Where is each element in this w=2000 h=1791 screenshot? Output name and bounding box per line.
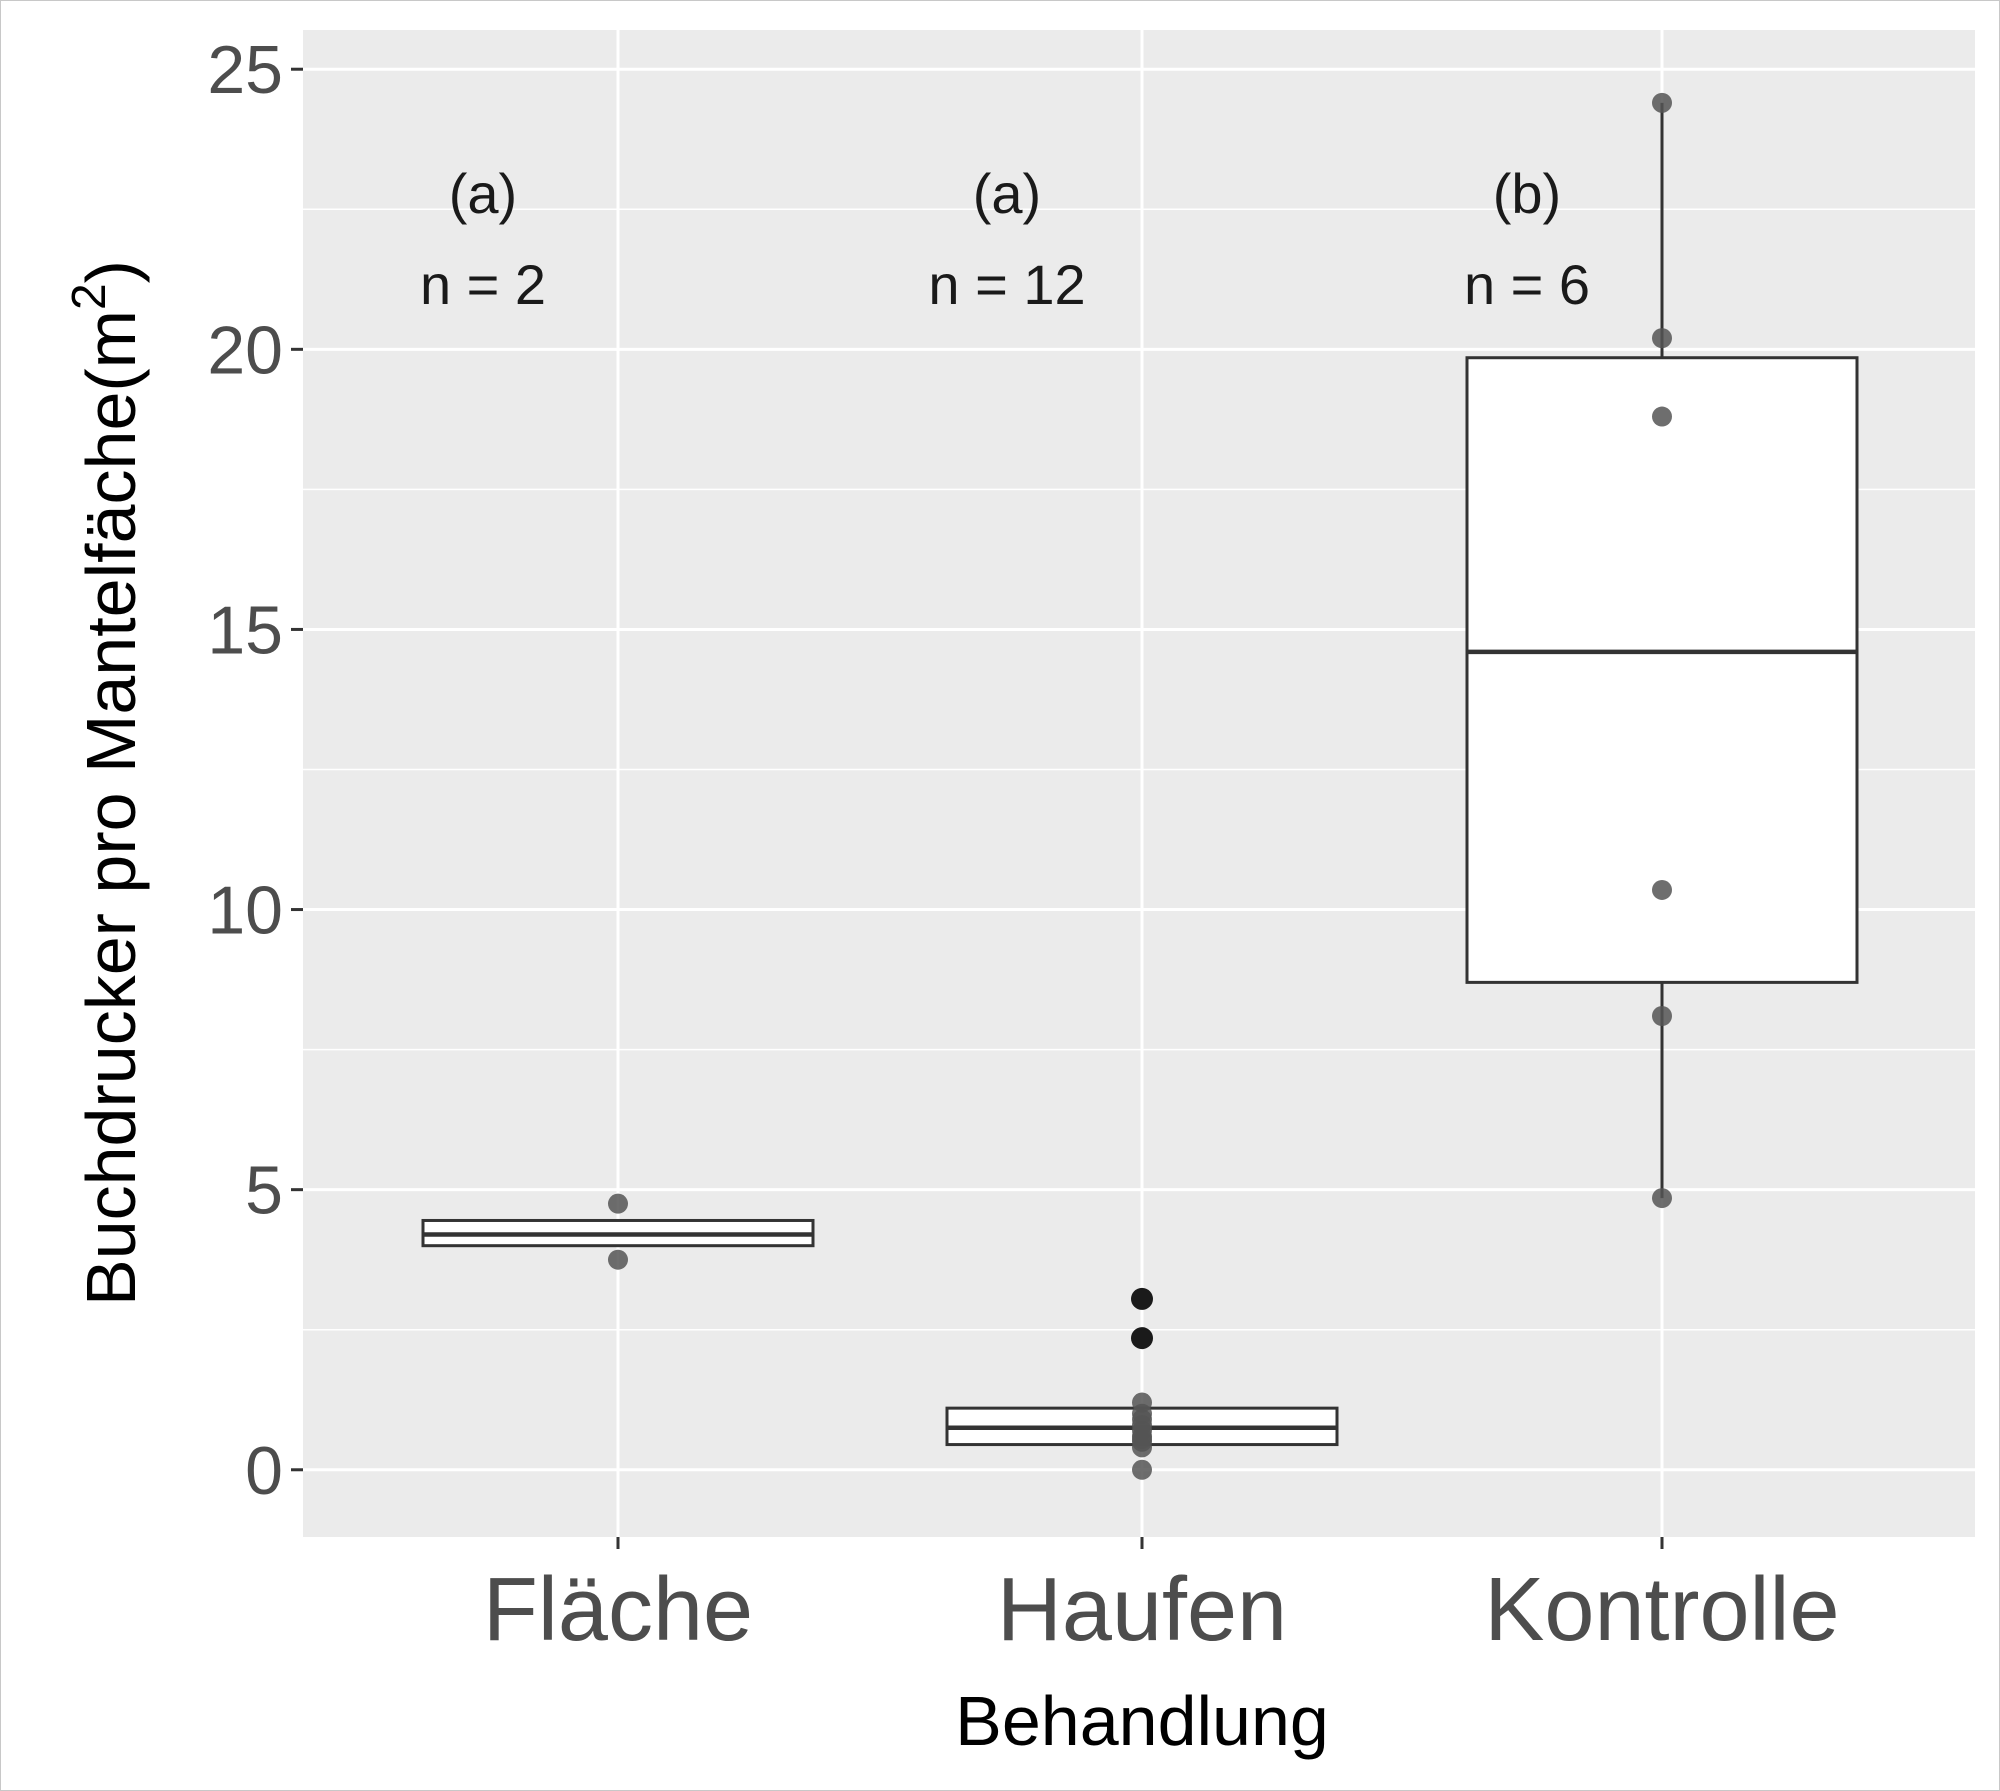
outlier-point [1131,1287,1153,1310]
annotations: (a) n = 2 (a) n = 12 (b) n = 6 [420,162,1590,316]
group-letter-label: (a) [449,162,517,225]
axis-ticks: 0 5 10 15 20 25 Fläche Haufen Kontrolle [207,32,1839,1660]
sample-size-label: n = 2 [420,253,546,316]
y-axis-title-main: Buchdrucker pro Mantelfäche(m [72,310,150,1306]
data-point [1652,92,1672,113]
data-point [1132,1459,1152,1480]
data-point [1132,1428,1152,1449]
x-tick-label: Haufen [997,1560,1287,1660]
x-tick-label: Fläche [483,1560,753,1660]
y-tick-label: 5 [245,1153,283,1229]
group-letter-label: (a) [973,162,1041,225]
outlier-point [1131,1327,1153,1350]
data-point [1652,879,1672,900]
y-tick-label: 25 [207,32,283,108]
x-axis-title: Behandlung [955,1682,1329,1760]
data-point [1652,328,1672,349]
sample-size-label: n = 12 [928,253,1085,316]
box [1465,356,1859,984]
x-tick-label: Kontrolle [1484,1560,1839,1660]
y-axis-title-superscript: 2 [63,283,116,310]
y-tick-label: 10 [207,873,283,949]
data-point [1652,1188,1672,1209]
data-point [1132,1392,1152,1413]
group-letter-label: (b) [1493,162,1561,225]
y-axis-title: Buchdrucker pro Mantelfäche(m2) [63,260,150,1306]
y-tick-label: 0 [245,1433,283,1509]
data-point [1652,406,1672,427]
sample-size-label: n = 6 [1464,253,1590,316]
boxes-layer [421,102,1859,1447]
y-tick-label: 20 [207,312,283,388]
y-tick-label: 15 [207,592,283,668]
y-axis-title-close: ) [72,260,150,283]
data-point [1652,1005,1672,1026]
data-point [608,1193,628,1214]
data-point [608,1249,628,1270]
points-layer [608,92,1672,1480]
